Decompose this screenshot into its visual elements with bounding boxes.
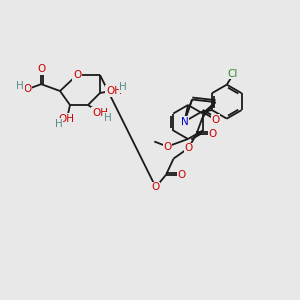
Text: O: O — [212, 115, 220, 124]
Text: O: O — [163, 142, 172, 152]
Text: N: N — [181, 117, 188, 127]
Text: O: O — [23, 84, 31, 94]
Text: H: H — [16, 81, 24, 91]
Text: O: O — [73, 70, 81, 80]
Text: H: H — [55, 119, 63, 129]
Text: H: H — [104, 113, 112, 123]
Text: O: O — [37, 64, 45, 74]
Text: H: H — [119, 82, 127, 92]
Text: O: O — [152, 182, 160, 192]
Text: O: O — [208, 129, 217, 140]
Text: OH: OH — [58, 114, 74, 124]
Text: OH: OH — [92, 108, 108, 118]
Text: O: O — [184, 143, 193, 153]
Text: Cl: Cl — [228, 69, 238, 79]
Text: O: O — [178, 170, 186, 180]
Text: OH: OH — [106, 86, 122, 96]
